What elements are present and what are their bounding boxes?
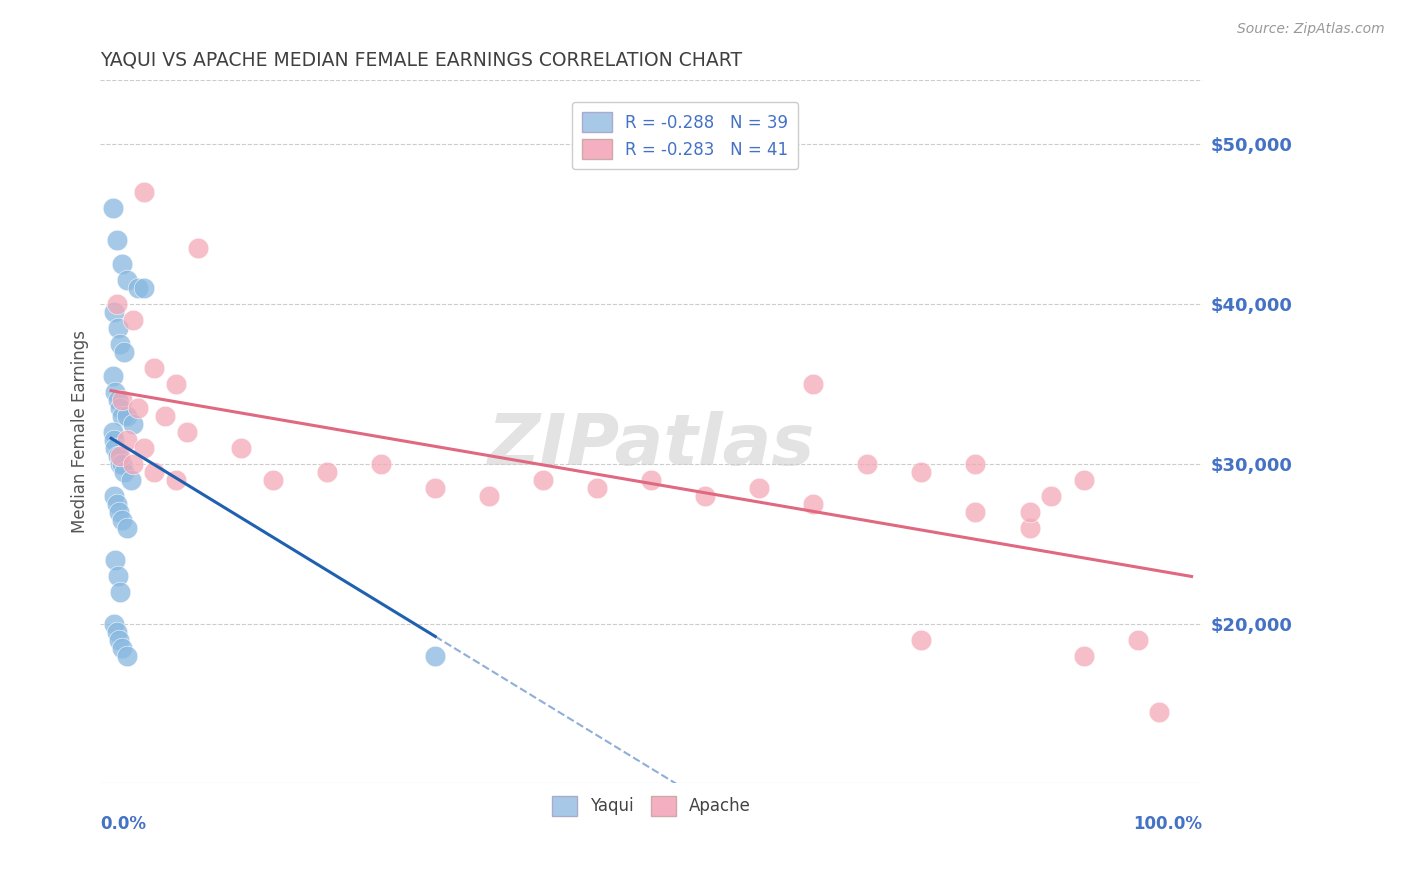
Text: ZIPatlas: ZIPatlas	[488, 411, 815, 480]
Point	[803, 376, 825, 391]
Point	[965, 504, 987, 518]
Point	[143, 465, 166, 479]
Point	[117, 272, 139, 286]
Point	[107, 392, 129, 407]
Point	[112, 344, 135, 359]
Point	[531, 473, 554, 487]
Legend: Yaqui, Apache: Yaqui, Apache	[544, 788, 759, 824]
Point	[107, 320, 129, 334]
Point	[117, 648, 139, 663]
Point	[108, 457, 131, 471]
Point	[111, 457, 134, 471]
Text: 0.0%: 0.0%	[100, 815, 146, 833]
Point	[425, 648, 447, 663]
Point	[478, 489, 501, 503]
Point	[425, 481, 447, 495]
Point	[105, 496, 128, 510]
Point	[103, 368, 125, 383]
Point	[111, 409, 134, 423]
Point	[120, 473, 142, 487]
Point	[640, 473, 662, 487]
Point	[1147, 705, 1170, 719]
Point	[127, 280, 149, 294]
Text: YAQUI VS APACHE MEDIAN FEMALE EARNINGS CORRELATION CHART: YAQUI VS APACHE MEDIAN FEMALE EARNINGS C…	[100, 51, 742, 70]
Point	[107, 449, 129, 463]
Y-axis label: Median Female Earnings: Median Female Earnings	[72, 330, 89, 533]
Point	[132, 185, 155, 199]
Point	[127, 401, 149, 415]
Point	[187, 241, 209, 255]
Point	[107, 568, 129, 582]
Point	[121, 312, 143, 326]
Point	[121, 417, 143, 431]
Point	[165, 473, 187, 487]
Point	[370, 457, 392, 471]
Text: Source: ZipAtlas.com: Source: ZipAtlas.com	[1237, 22, 1385, 37]
Point	[586, 481, 609, 495]
Point	[153, 409, 176, 423]
Point	[103, 433, 125, 447]
Point	[108, 584, 131, 599]
Point	[107, 504, 129, 518]
Point	[111, 512, 134, 526]
Point	[965, 457, 987, 471]
Point	[1073, 473, 1095, 487]
Point	[910, 465, 932, 479]
Point	[176, 425, 198, 439]
Point	[316, 465, 339, 479]
Point	[229, 441, 252, 455]
Point	[748, 481, 770, 495]
Point	[111, 256, 134, 270]
Point	[103, 616, 125, 631]
Point	[108, 336, 131, 351]
Point	[262, 473, 284, 487]
Point	[103, 489, 125, 503]
Point	[1126, 632, 1149, 647]
Point	[143, 360, 166, 375]
Point	[107, 632, 129, 647]
Point	[1018, 520, 1040, 534]
Point	[104, 441, 127, 455]
Point	[121, 457, 143, 471]
Point	[103, 425, 125, 439]
Point	[803, 496, 825, 510]
Point	[1018, 504, 1040, 518]
Point	[103, 201, 125, 215]
Point	[111, 392, 134, 407]
Point	[117, 520, 139, 534]
Point	[108, 449, 131, 463]
Point	[910, 632, 932, 647]
Point	[117, 433, 139, 447]
Point	[105, 624, 128, 639]
Point	[1040, 489, 1063, 503]
Point	[132, 441, 155, 455]
Point	[695, 489, 717, 503]
Point	[856, 457, 879, 471]
Text: 100.0%: 100.0%	[1133, 815, 1202, 833]
Point	[105, 296, 128, 310]
Point	[103, 304, 125, 318]
Point	[105, 233, 128, 247]
Point	[111, 640, 134, 655]
Point	[1073, 648, 1095, 663]
Point	[112, 465, 135, 479]
Point	[108, 401, 131, 415]
Point	[104, 552, 127, 566]
Point	[132, 280, 155, 294]
Point	[117, 409, 139, 423]
Point	[165, 376, 187, 391]
Point	[104, 384, 127, 399]
